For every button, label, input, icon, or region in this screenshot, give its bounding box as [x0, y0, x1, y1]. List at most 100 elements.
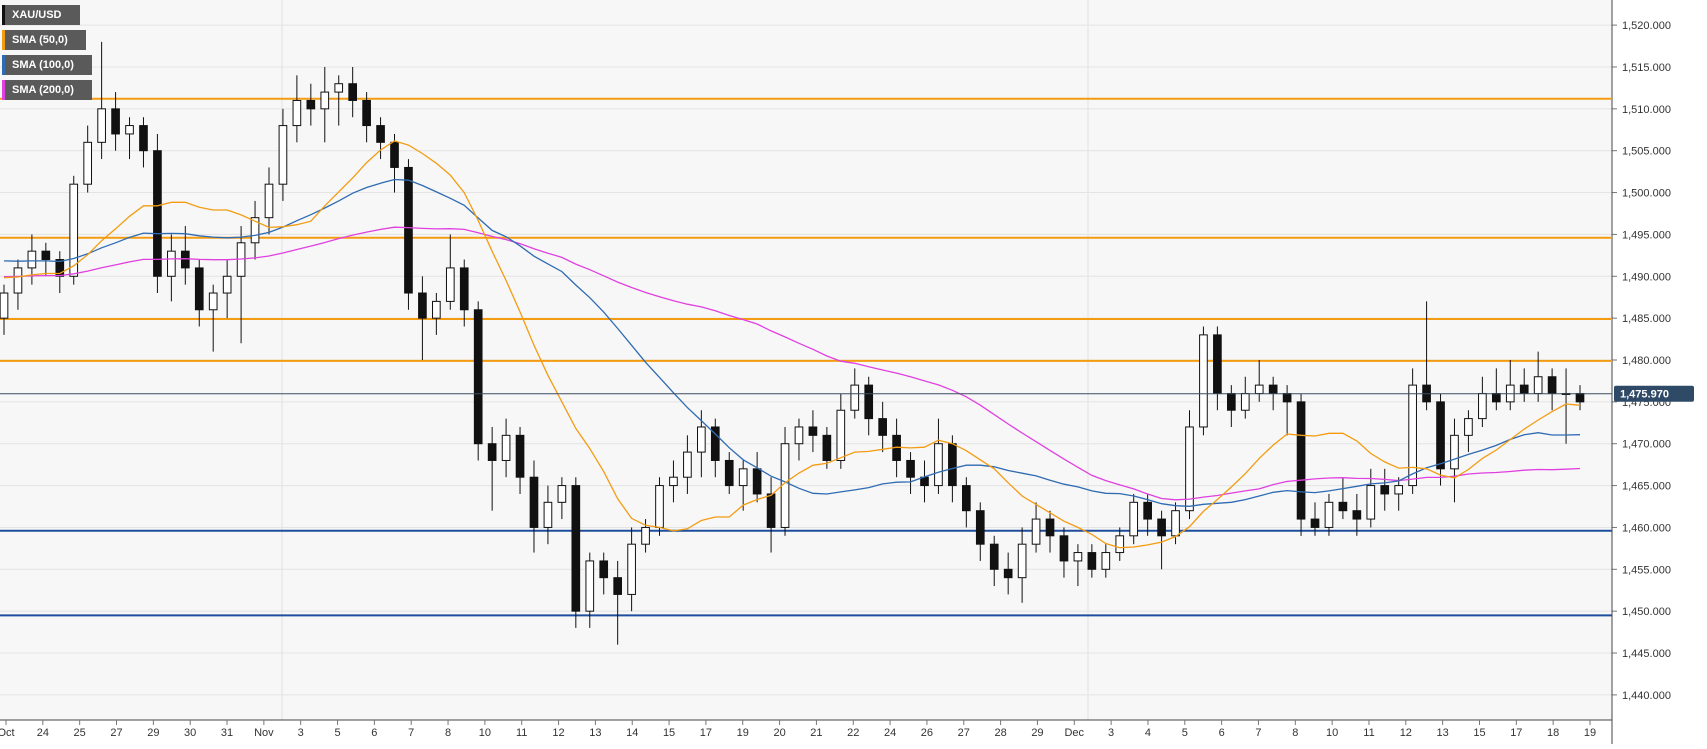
candle-body[interactable]	[515, 434, 525, 478]
candle-body[interactable]	[697, 426, 706, 453]
candle-body[interactable]	[194, 267, 204, 311]
candle-body[interactable]	[390, 141, 399, 168]
candle-body[interactable]	[473, 309, 483, 445]
candle-body[interactable]	[794, 426, 804, 445]
candle-body[interactable]	[1213, 334, 1222, 394]
candle-body[interactable]	[306, 99, 316, 110]
candle-body[interactable]	[1547, 376, 1557, 394]
candle-body[interactable]	[1171, 510, 1180, 537]
candle-body[interactable]	[836, 409, 846, 461]
candle-body[interactable]	[1519, 384, 1529, 394]
candle-body[interactable]	[906, 459, 915, 478]
candle-body[interactable]	[962, 485, 971, 512]
candle-body[interactable]	[1157, 518, 1166, 537]
candle-body[interactable]	[1059, 535, 1069, 562]
candle-body[interactable]	[1296, 401, 1306, 520]
candle-body[interactable]	[752, 468, 762, 495]
candle-body[interactable]	[1240, 392, 1250, 411]
candle-body[interactable]	[975, 510, 985, 545]
candle-body[interactable]	[1464, 418, 1473, 436]
candle-body[interactable]	[1129, 501, 1139, 537]
candle-body[interactable]	[334, 83, 344, 93]
candle-body[interactable]	[864, 384, 874, 420]
candle-body[interactable]	[599, 560, 609, 579]
candle-body[interactable]	[1199, 334, 1208, 428]
candle-body[interactable]	[1087, 552, 1097, 570]
candle-body[interactable]	[683, 451, 692, 478]
candle-body[interactable]	[850, 384, 860, 411]
candle-body[interactable]	[1338, 501, 1348, 512]
candle-body[interactable]	[1310, 518, 1320, 528]
candle-body[interactable]	[724, 459, 734, 487]
candle-body[interactable]	[627, 543, 636, 595]
candle-body[interactable]	[264, 183, 274, 219]
candle-body[interactable]	[139, 125, 148, 152]
candle-body[interactable]	[27, 250, 37, 269]
candle-body[interactable]	[1408, 384, 1417, 487]
candle-body[interactable]	[376, 125, 385, 143]
candle-body[interactable]	[1324, 501, 1334, 528]
candle-body[interactable]	[1575, 392, 1585, 403]
candle-body[interactable]	[613, 577, 622, 595]
candle-body[interactable]	[738, 468, 748, 487]
candle-body[interactable]	[222, 275, 232, 294]
candle-body[interactable]	[1101, 552, 1111, 570]
candle-body[interactable]	[1268, 384, 1278, 394]
candle-body[interactable]	[878, 418, 887, 436]
legend-sma-50[interactable]: SMA (50,0)	[2, 30, 86, 50]
candle-body[interactable]	[97, 108, 106, 143]
candle-body[interactable]	[529, 476, 539, 528]
candle-body[interactable]	[487, 443, 497, 461]
candle-body[interactable]	[153, 150, 162, 277]
candle-body[interactable]	[585, 560, 595, 612]
legend-sma-100[interactable]: SMA (100,0)	[2, 55, 92, 75]
candle-body[interactable]	[418, 292, 427, 319]
candle-body[interactable]	[1115, 535, 1125, 554]
candle-body[interactable]	[208, 292, 218, 311]
candle-body[interactable]	[1394, 485, 1404, 495]
candle-body[interactable]	[710, 426, 720, 461]
candle-body[interactable]	[543, 501, 553, 528]
candle-body[interactable]	[55, 259, 65, 277]
candle-body[interactable]	[1491, 392, 1501, 403]
candle-body[interactable]	[111, 108, 120, 135]
legend-sma-200[interactable]: SMA (200,0)	[2, 80, 92, 100]
candle-body[interactable]	[641, 526, 650, 545]
candle-body[interactable]	[1003, 568, 1013, 579]
candle-body[interactable]	[557, 485, 567, 503]
candle-body[interactable]	[1226, 392, 1236, 411]
candle-body[interactable]	[445, 267, 455, 302]
candle-body[interactable]	[320, 91, 330, 110]
candle-body[interactable]	[41, 250, 51, 261]
candle-body[interactable]	[432, 300, 441, 319]
candle-body[interactable]	[404, 166, 413, 294]
candle-body[interactable]	[0, 292, 9, 319]
last-price-tag[interactable]	[1614, 385, 1694, 402]
candle-body[interactable]	[1478, 392, 1487, 420]
candle-body[interactable]	[1450, 434, 1459, 470]
candle-body[interactable]	[167, 250, 176, 277]
candle-body[interactable]	[1017, 543, 1027, 579]
candle-body[interactable]	[125, 125, 134, 135]
candle-body[interactable]	[1352, 510, 1362, 520]
candle-body[interactable]	[1185, 426, 1194, 512]
candle-body[interactable]	[1254, 384, 1264, 394]
candle-body[interactable]	[278, 125, 288, 185]
candle-body[interactable]	[362, 99, 371, 127]
candle-body[interactable]	[13, 267, 23, 294]
candle-body[interactable]	[655, 485, 664, 528]
candle-body[interactable]	[292, 99, 302, 127]
candle-body[interactable]	[83, 141, 93, 185]
candle-body[interactable]	[1380, 485, 1390, 495]
candle-body[interactable]	[571, 485, 581, 612]
candle-body[interactable]	[69, 183, 79, 277]
candle-body[interactable]	[1366, 485, 1376, 520]
candle-body[interactable]	[948, 443, 957, 487]
candle-body[interactable]	[669, 476, 678, 487]
candle-body[interactable]	[459, 267, 469, 311]
candle-body[interactable]	[1031, 518, 1041, 545]
candle-body[interactable]	[1045, 518, 1055, 537]
candle-body[interactable]	[348, 83, 358, 101]
candle-body[interactable]	[1143, 501, 1152, 520]
